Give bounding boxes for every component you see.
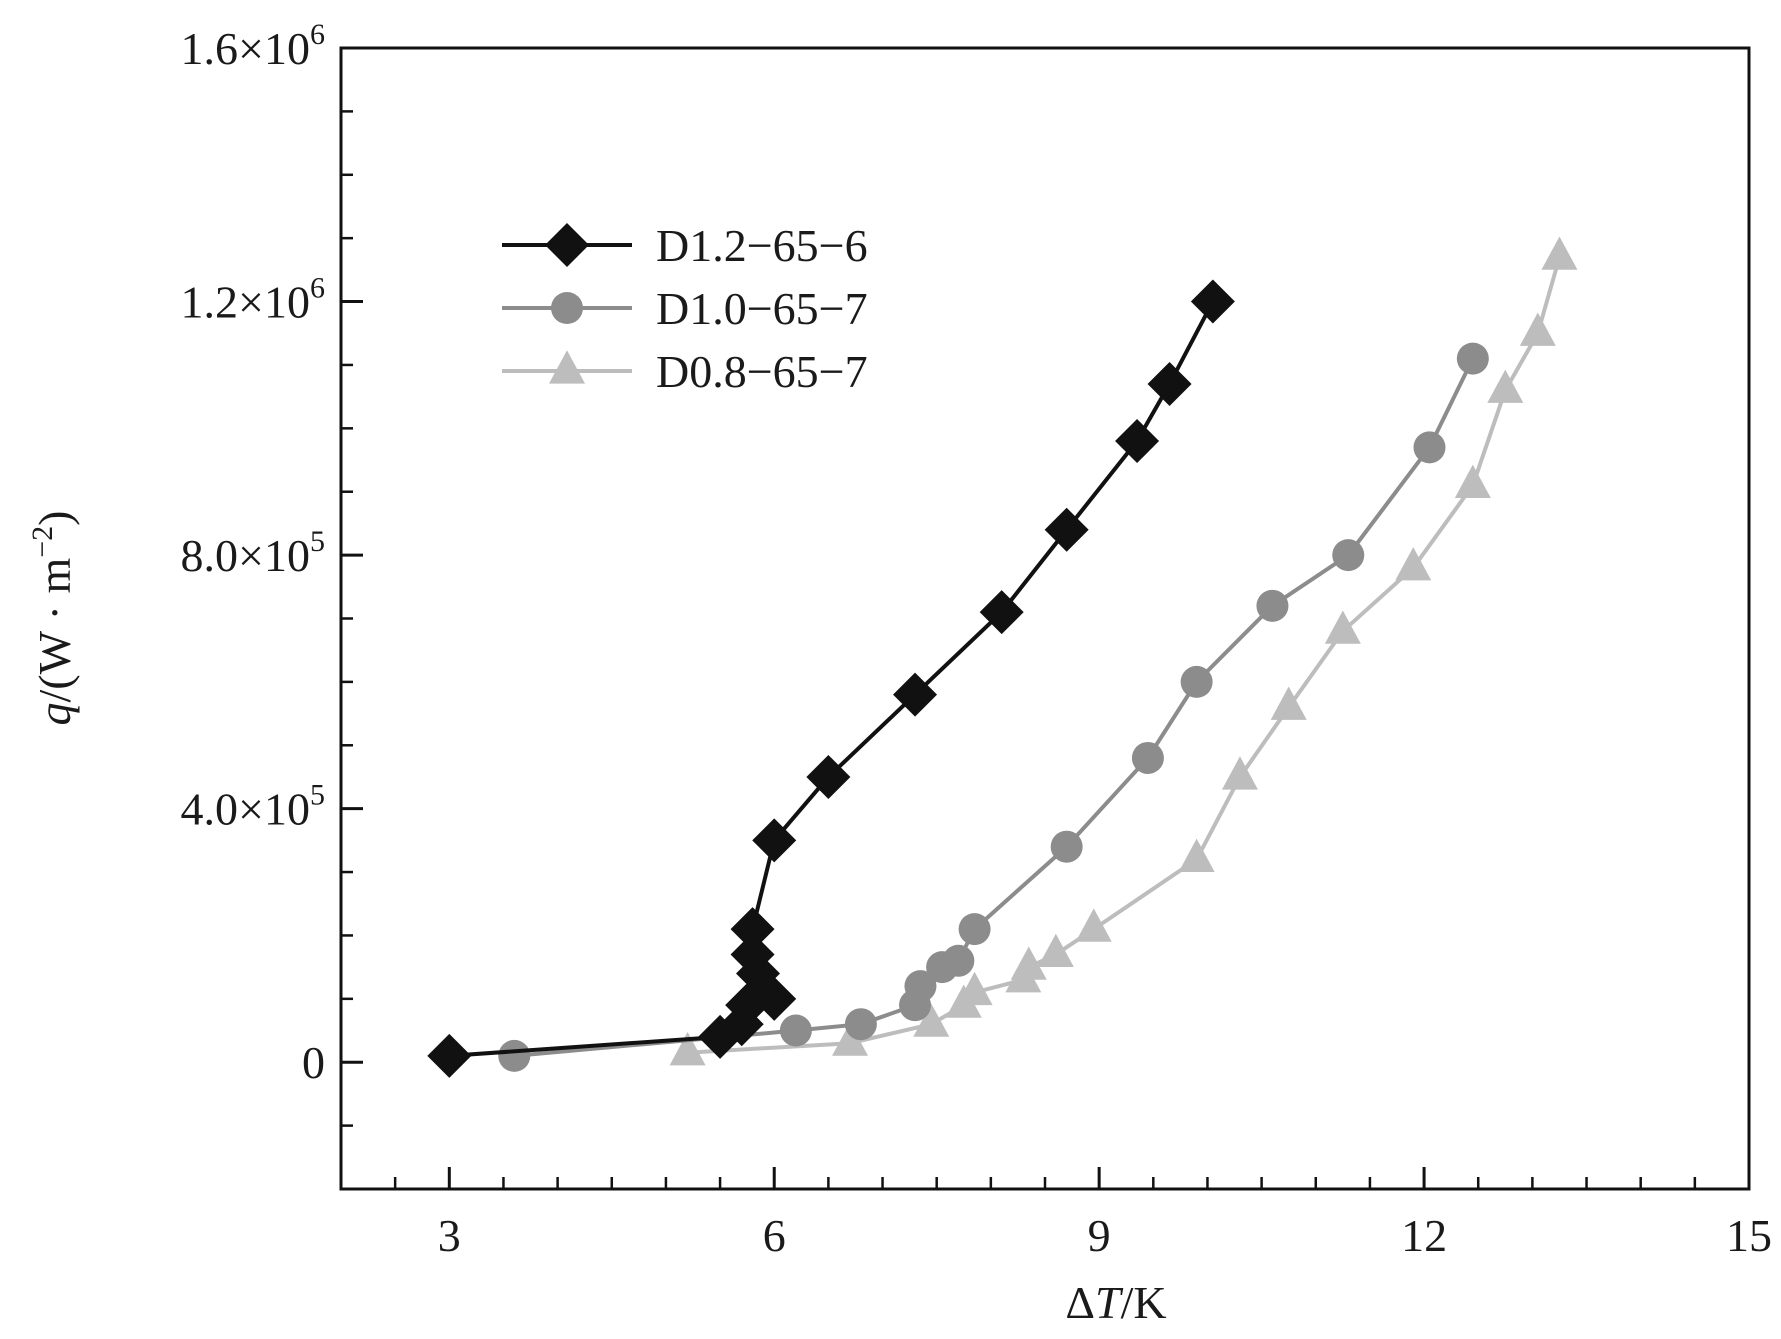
y-tick-label-exponent: 5 xyxy=(310,779,325,812)
data-point xyxy=(1541,236,1578,270)
data-point xyxy=(893,672,938,717)
data-point xyxy=(730,907,775,952)
y-tick-label-exponent: 6 xyxy=(310,18,325,51)
data-point xyxy=(1487,369,1524,403)
y-axis-title: q/(W · m−2) xyxy=(26,510,80,725)
legend-label: D1.0−65−7 xyxy=(656,283,868,334)
data-point xyxy=(1044,507,1089,552)
y-axis-title-var: q xyxy=(29,703,80,726)
data-point xyxy=(1395,547,1432,581)
y-tick-label-mantissa: 4.0×10 xyxy=(181,784,310,835)
legend-label: D1.2−65−6 xyxy=(656,220,868,271)
data-point xyxy=(1037,933,1074,968)
data-point xyxy=(1324,610,1361,644)
data-point xyxy=(1010,946,1047,980)
data-point xyxy=(1147,361,1192,406)
y-tick-label-mantissa: 8.0×10 xyxy=(181,530,310,581)
y-tick-label: 1.2×106 xyxy=(181,272,325,328)
data-point xyxy=(1332,539,1365,572)
x-axis-title-unit: /K xyxy=(1121,1277,1167,1328)
data-point xyxy=(498,1039,531,1072)
x-tick-label: 9 xyxy=(1088,1210,1111,1261)
data-point xyxy=(913,1003,950,1037)
data-point xyxy=(942,944,975,977)
y-tick-label: 8.0×105 xyxy=(181,525,325,581)
y-tick-label: 1.6×106 xyxy=(181,18,325,74)
legend-entry: D0.8−65−7 xyxy=(502,346,868,397)
data-point xyxy=(779,1014,812,1047)
y-tick-label: 4.0×105 xyxy=(181,779,325,835)
data-point xyxy=(1180,665,1213,698)
data-point xyxy=(1519,312,1556,346)
data-point xyxy=(904,970,937,1003)
legend-marker xyxy=(545,223,589,267)
x-axis-title: ΔT/K xyxy=(1065,1277,1166,1328)
data-point xyxy=(1075,908,1112,942)
data-point xyxy=(1050,830,1083,863)
legend-entry: D1.0−65−7 xyxy=(502,283,868,334)
series-3 xyxy=(669,236,1578,1066)
y-axis-title-exp: −2 xyxy=(26,526,59,558)
legend-entry: D1.2−65−6 xyxy=(502,220,868,271)
data-point xyxy=(730,932,775,977)
series-line xyxy=(514,357,1475,1058)
series-line xyxy=(449,300,1215,1058)
data-point xyxy=(956,971,993,1006)
x-tick-label: 12 xyxy=(1401,1210,1447,1261)
legend-label: D0.8−65−7 xyxy=(656,346,868,397)
legend-marker xyxy=(551,292,583,324)
y-tick-label-mantissa: 1.6×10 xyxy=(181,23,310,74)
series-1 xyxy=(427,279,1235,1078)
data-point xyxy=(844,1008,877,1041)
y-tick-label-mantissa: 0 xyxy=(302,1037,325,1088)
y-axis-title-unit: /(W · m xyxy=(29,558,80,703)
data-point xyxy=(1256,589,1289,622)
y-axis-title-close: ) xyxy=(29,510,80,525)
data-point xyxy=(1221,756,1258,790)
legend-marker xyxy=(549,350,585,384)
x-axis-title-var: T xyxy=(1095,1277,1124,1328)
x-tick-label: 15 xyxy=(1726,1210,1772,1261)
data-point xyxy=(1178,838,1215,872)
data-point xyxy=(806,754,851,799)
data-point xyxy=(832,1022,869,1056)
data-point xyxy=(427,1033,472,1078)
y-tick-label-exponent: 5 xyxy=(310,525,325,558)
data-point xyxy=(1131,741,1164,774)
x-tick-label: 6 xyxy=(763,1210,786,1261)
data-point xyxy=(1454,464,1491,498)
series-2 xyxy=(498,342,1489,1072)
y-tick-label-mantissa: 1.2×10 xyxy=(181,277,310,328)
x-tick-label: 3 xyxy=(438,1210,461,1261)
data-point xyxy=(958,913,991,946)
y-tick-label: 0 xyxy=(302,1037,325,1088)
data-point xyxy=(979,590,1024,635)
data-point xyxy=(1456,342,1489,375)
data-point xyxy=(669,1032,706,1066)
data-point xyxy=(1190,279,1235,324)
axis-ticks xyxy=(339,46,1751,1191)
data-point xyxy=(1115,419,1160,464)
plot-frame xyxy=(339,46,1751,1191)
x-axis-title-delta: Δ xyxy=(1065,1277,1095,1328)
data-point xyxy=(1270,686,1307,720)
series-layer xyxy=(427,236,1578,1078)
y-tick-label-exponent: 6 xyxy=(310,272,325,305)
data-point xyxy=(752,818,797,863)
legend: D1.2−65−6 D1.0−65−7 D0.8−65−7 xyxy=(502,220,868,397)
data-point xyxy=(1413,431,1446,464)
